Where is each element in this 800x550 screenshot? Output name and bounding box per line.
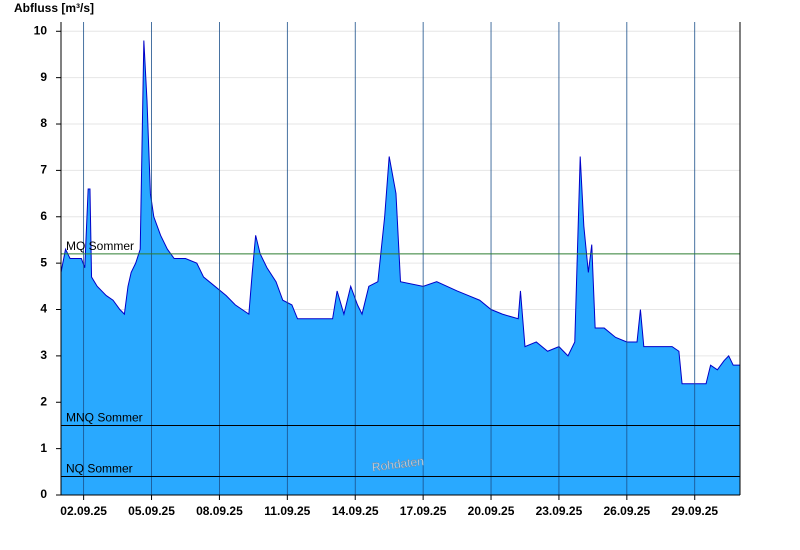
reference-label: NQ Sommer [66, 462, 133, 476]
reference-label: MNQ Sommer [66, 411, 143, 425]
area [61, 40, 740, 496]
x-tick-label: 20.09.25 [468, 504, 515, 518]
x-tick-label: 26.09.25 [603, 504, 650, 518]
y-tick-label: 7 [40, 163, 47, 177]
y-tick-label: 10 [34, 23, 48, 37]
y-tick-label: 0 [40, 487, 47, 501]
y-tick-label: 9 [40, 70, 47, 84]
y-tick-label: 3 [40, 348, 47, 362]
y-axis-title: Abfluss [m³/s] [14, 1, 94, 15]
x-tick-label: 02.09.25 [60, 504, 107, 518]
y-tick-label: 4 [40, 302, 47, 316]
y-tick-label: 1 [40, 441, 47, 455]
x-tick-label: 05.09.25 [128, 504, 175, 518]
x-tick-label: 23.09.25 [536, 504, 583, 518]
y-tick-label: 5 [40, 255, 47, 269]
x-tick-label: 11.09.25 [264, 504, 310, 518]
x-tick-label: 08.09.25 [196, 504, 243, 518]
y-tick-label: 2 [40, 394, 47, 408]
x-tick-label: 29.09.25 [671, 504, 718, 518]
y-tick-label: 8 [40, 116, 47, 130]
x-tick-label: 17.09.25 [400, 504, 447, 518]
x-tick-label: 14.09.25 [332, 504, 379, 518]
reference-label: MQ Sommer [66, 239, 134, 253]
watermark: Rohdaten [371, 454, 424, 474]
y-tick-label: 6 [40, 209, 47, 223]
